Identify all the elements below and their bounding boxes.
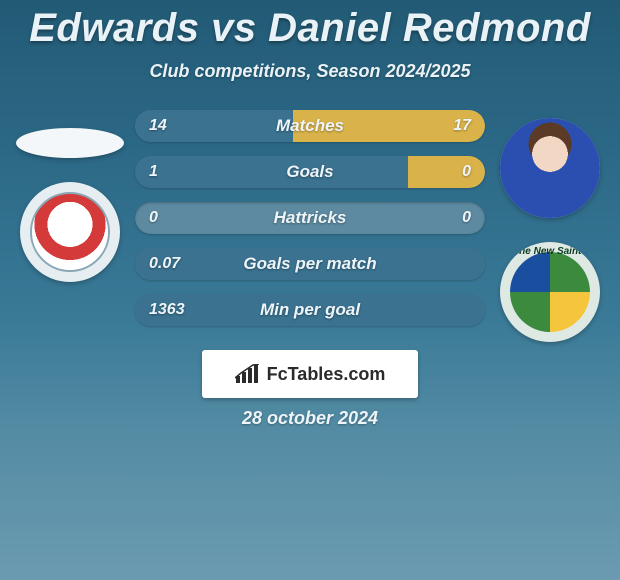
player-right-avatar [500, 118, 600, 218]
content: 1417Matches10Goals00Hattricks0.07Goals p… [0, 110, 620, 342]
stat-value-right [457, 248, 485, 280]
brand-name: FcTables.com [267, 364, 386, 385]
nomads-badge-art [30, 192, 110, 272]
player-left-avatar [16, 128, 124, 158]
stat-value-left: 1363 [135, 294, 199, 326]
stat-row: 1417Matches [135, 110, 485, 142]
bar-chart-icon [235, 364, 259, 384]
stat-fill-left [135, 156, 408, 188]
stat-value-left: 1 [135, 156, 172, 188]
subtitle: Club competitions, Season 2024/2025 [0, 61, 620, 82]
stat-value-right: 17 [439, 110, 485, 142]
club-badge-right: The New Saints [500, 242, 600, 342]
stat-value-right: 0 [448, 202, 485, 234]
saints-badge-text: The New Saints [500, 246, 600, 257]
stat-row: 1363Min per goal [135, 294, 485, 326]
comparison-card: Edwards vs Daniel Redmond Club competiti… [0, 0, 620, 580]
right-column: The New Saints [495, 110, 605, 342]
player-right-image [500, 118, 600, 218]
stat-row: 10Goals [135, 156, 485, 188]
left-column [15, 110, 125, 342]
stat-label: Hattricks [135, 202, 485, 234]
saints-badge-art [510, 252, 590, 332]
date-label: 28 october 2024 [0, 408, 620, 429]
stat-value-left: 0 [135, 202, 172, 234]
brand-badge: FcTables.com [202, 350, 418, 398]
stat-value-right: 0 [448, 156, 485, 188]
stat-bars: 1417Matches10Goals00Hattricks0.07Goals p… [135, 110, 485, 342]
stat-value-left: 0.07 [135, 248, 194, 280]
club-badge-left [20, 182, 120, 282]
stat-value-left: 14 [135, 110, 181, 142]
stat-value-right [457, 294, 485, 326]
page-title: Edwards vs Daniel Redmond [0, 0, 620, 51]
stat-row: 0.07Goals per match [135, 248, 485, 280]
stat-row: 0 0Hattricks [135, 202, 485, 234]
